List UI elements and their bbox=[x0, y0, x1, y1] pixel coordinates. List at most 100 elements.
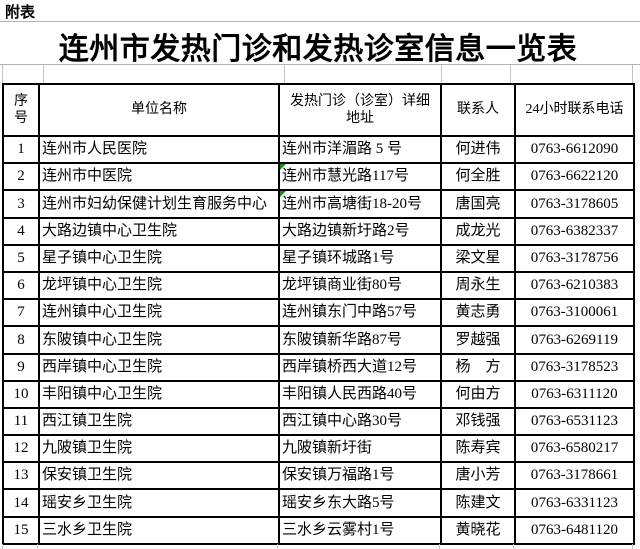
cell-address-text: 九陂镇新圩街 bbox=[282, 440, 373, 457]
table-row: 3 连州市妇幼保健计划生育服务中心 连州市高塘街18-20号 唐国亮 0763-… bbox=[2, 189, 635, 219]
cell-address: 东陂镇新华路87号 bbox=[278, 325, 442, 355]
cell-index: 9 bbox=[2, 352, 40, 382]
cell-index: 14 bbox=[2, 488, 40, 518]
cell-address: 龙坪镇商业街80号 bbox=[278, 270, 442, 301]
cell-index: 2 bbox=[2, 162, 40, 192]
cell-address: 保安镇万福路1号 bbox=[278, 461, 442, 491]
cell-phone: 0763-6382337 bbox=[514, 216, 635, 246]
table-row: 6 龙坪镇中心卫生院 龙坪镇商业街80号 周永生 0763-6210383 bbox=[2, 270, 635, 301]
cell-phone: 0763-6622120 bbox=[514, 162, 635, 192]
cell-phone: 0763-3100061 bbox=[514, 298, 635, 328]
gridline bbox=[43, 65, 44, 83]
gridline bbox=[632, 65, 633, 83]
cell-index: 3 bbox=[2, 189, 40, 219]
cell-address-text: 西岸镇桥西大道12号 bbox=[282, 358, 418, 375]
cell-address: 连州市高塘街18-20号 bbox=[278, 189, 442, 219]
cell-name: 连州市中医院 bbox=[38, 162, 280, 192]
gridline bbox=[439, 544, 440, 549]
cell-name: 大路边镇中心卫生院 bbox=[38, 216, 280, 246]
table-row: 7 连州镇中心卫生院 连州镇东门中路57号 黄志勇 0763-3100061 bbox=[2, 298, 635, 328]
cell-address: 丰阳镇人民西路40号 bbox=[278, 379, 442, 409]
table-body: 1 连州市人民医院 连州市洋湄路 5 号 何进伟 0763-6612090 2 … bbox=[2, 134, 635, 545]
divider bbox=[0, 64, 640, 65]
cell-contact: 成龙光 bbox=[440, 216, 516, 246]
cell-contact: 何进伟 bbox=[440, 134, 516, 165]
cell-contact: 周永生 bbox=[440, 270, 516, 301]
table-row: 13 保安镇卫生院 保安镇万福路1号 唐小芳 0763-3178661 bbox=[2, 461, 635, 491]
gridline bbox=[510, 65, 511, 83]
cell-address-text: 连州镇东门中路57号 bbox=[282, 304, 418, 321]
table-row: 2 连州市中医院 连州市慧光路117号 何全胜 0763-6622120 bbox=[2, 162, 635, 192]
cell-index: 12 bbox=[2, 434, 40, 464]
cell-index: 13 bbox=[2, 461, 40, 491]
cell-phone: 0763-6580217 bbox=[514, 434, 635, 464]
appendix-label: 附表 bbox=[5, 5, 36, 21]
cell-name: 西岸镇中心卫生院 bbox=[38, 352, 280, 382]
error-flag-icon bbox=[281, 165, 286, 171]
cell-contact: 陈建文 bbox=[440, 488, 516, 518]
cell-index: 10 bbox=[2, 379, 40, 409]
cell-address-text: 连州市慧光路117号 bbox=[282, 168, 409, 185]
table-row: 4 大路边镇中心卫生院 大路边镇新圩路2号 成龙光 0763-6382337 bbox=[2, 216, 635, 246]
col-header-phone: 24小时联系电话 bbox=[514, 83, 635, 137]
cell-contact: 梁文星 bbox=[440, 243, 516, 273]
cell-address: 连州镇东门中路57号 bbox=[278, 298, 442, 328]
cell-name: 三水乡卫生院 bbox=[38, 515, 280, 545]
cell-name: 保安镇卫生院 bbox=[38, 461, 280, 491]
cell-address-text: 星子镇环城路1号 bbox=[282, 249, 395, 266]
cell-contact: 何全胜 bbox=[440, 162, 516, 192]
col-header-index: 序号 bbox=[2, 83, 40, 137]
cell-contact: 唐国亮 bbox=[440, 189, 516, 219]
cell-name: 东陂镇中心卫生院 bbox=[38, 325, 280, 355]
cell-contact: 邓钱强 bbox=[440, 406, 516, 437]
table-row: 8 东陂镇中心卫生院 东陂镇新华路87号 罗越强 0763-6269119 bbox=[2, 325, 635, 355]
cell-address-text: 东陂镇新华路87号 bbox=[282, 331, 403, 348]
cell-address-text: 丰阳镇人民西路40号 bbox=[282, 385, 418, 402]
cell-contact: 黄晓花 bbox=[440, 515, 516, 545]
cell-address: 九陂镇新圩街 bbox=[278, 434, 442, 464]
cell-phone: 0763-3178605 bbox=[514, 189, 635, 219]
page-title: 连州市发热门诊和发热诊室信息一览表 bbox=[58, 33, 578, 66]
cell-address: 星子镇环城路1号 bbox=[278, 243, 442, 273]
gridline bbox=[2, 65, 3, 83]
cell-name: 连州镇中心卫生院 bbox=[38, 298, 280, 328]
cell-contact: 何由方 bbox=[440, 379, 516, 409]
table-row: 5 星子镇中心卫生院 星子镇环城路1号 梁文星 0763-3178756 bbox=[2, 243, 635, 273]
cell-address: 连州市慧光路117号 bbox=[278, 162, 442, 192]
gridline bbox=[37, 544, 38, 549]
cell-name: 星子镇中心卫生院 bbox=[38, 243, 280, 273]
cell-phone: 0763-6531123 bbox=[514, 406, 635, 437]
cell-contact: 杨 方 bbox=[440, 352, 516, 382]
cell-phone: 0763-3178661 bbox=[514, 461, 635, 491]
cell-contact: 黄志勇 bbox=[440, 298, 516, 328]
cell-contact: 罗越强 bbox=[440, 325, 516, 355]
table-row: 12 九陂镇卫生院 九陂镇新圩街 陈寿宾 0763-6580217 bbox=[2, 434, 635, 464]
cell-phone: 0763-6612090 bbox=[514, 134, 635, 165]
cell-address: 瑶安乡东大路5号 bbox=[278, 488, 442, 518]
cell-index: 7 bbox=[2, 298, 40, 328]
gridline bbox=[632, 544, 633, 549]
cell-address-text: 西江镇中心路30号 bbox=[282, 413, 403, 430]
gridline bbox=[284, 65, 285, 83]
cell-name: 西江镇卫生院 bbox=[38, 406, 280, 437]
cell-name: 瑶安乡卫生院 bbox=[38, 488, 280, 518]
cell-index: 6 bbox=[2, 270, 40, 301]
cell-address-text: 连州市高塘街18-20号 bbox=[282, 195, 422, 212]
col-header-name: 单位名称 bbox=[38, 83, 280, 137]
cell-phone: 0763-6331123 bbox=[514, 488, 635, 518]
cell-name: 连州市人民医院 bbox=[38, 134, 280, 165]
col-header-contact: 联系人 bbox=[440, 83, 516, 137]
cell-index: 15 bbox=[2, 515, 40, 545]
gridline bbox=[2, 544, 3, 549]
cell-name: 龙坪镇中心卫生院 bbox=[38, 270, 280, 301]
cell-name: 连州市妇幼保健计划生育服务中心 bbox=[38, 189, 280, 219]
cell-address-text: 连州市洋湄路 5 号 bbox=[282, 141, 403, 158]
table-row: 11 西江镇卫生院 西江镇中心路30号 邓钱强 0763-6531123 bbox=[2, 406, 635, 437]
cell-address: 西江镇中心路30号 bbox=[278, 406, 442, 437]
cell-phone: 0763-6269119 bbox=[514, 325, 635, 355]
cell-address: 西岸镇桥西大道12号 bbox=[278, 352, 442, 382]
cell-index: 8 bbox=[2, 325, 40, 355]
cell-address-text: 保安镇万福路1号 bbox=[282, 467, 395, 484]
table-row: 9 西岸镇中心卫生院 西岸镇桥西大道12号 杨 方 0763-3178523 bbox=[2, 352, 635, 382]
cell-index: 4 bbox=[2, 216, 40, 246]
